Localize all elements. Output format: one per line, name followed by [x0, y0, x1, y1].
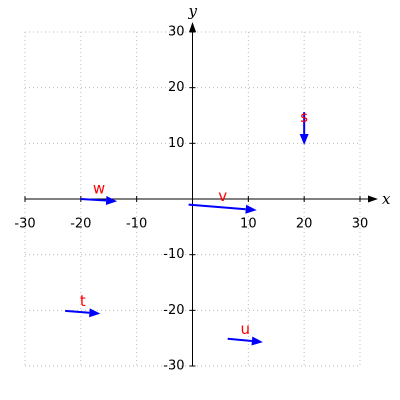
vector-label: w [93, 180, 105, 198]
y-tick-label: -20 [163, 303, 184, 318]
y-tick-label: 10 [168, 136, 185, 151]
x-tick-label: 20 [296, 217, 313, 232]
vector-arrow [227, 336, 263, 346]
vector-arrow [65, 308, 101, 318]
y-tick-label: -10 [163, 247, 184, 262]
y-tick-label: -30 [163, 359, 184, 374]
vector-label: u [241, 320, 251, 338]
vector-arrow [80, 196, 118, 206]
x-tick-label: -20 [70, 217, 91, 232]
x-axis-title: x [382, 190, 391, 208]
x-tick-label: -10 [126, 217, 147, 232]
vector-head [105, 196, 118, 206]
vector-shaft [188, 203, 246, 211]
vector-head [299, 134, 309, 146]
vector-shaft [65, 309, 90, 314]
vector-label: t [80, 292, 86, 310]
vector-shaft [227, 337, 252, 343]
vector-arrow [188, 203, 257, 214]
y-tick-label: 20 [168, 80, 185, 95]
x-tick-label: 10 [240, 217, 257, 232]
vector-head [245, 204, 257, 214]
vector-label: s [300, 108, 308, 126]
y-tick-label: 30 [168, 25, 185, 40]
y-axis-title: y [188, 2, 198, 20]
x-tick-label: 30 [352, 217, 369, 232]
vector-arrow [299, 112, 309, 146]
vector-label: v [218, 187, 227, 205]
vector-head [251, 336, 263, 346]
y-axis-arrow [189, 22, 196, 32]
x-tick-label: -30 [14, 217, 35, 232]
vector-head [89, 308, 101, 318]
vector-shaft [80, 198, 107, 202]
x-axis-arrow [368, 195, 378, 203]
